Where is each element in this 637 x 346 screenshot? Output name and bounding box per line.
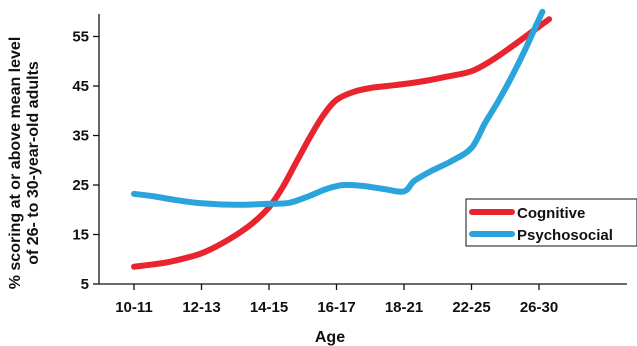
- x-tick-label: 26-30: [520, 299, 558, 316]
- x-axis-ticks: 10-11 12-13 14-15 16-17 18-21 22-25 26-30: [115, 284, 558, 316]
- x-tick-label: 16-17: [317, 299, 355, 316]
- x-tick-label: 22-25: [452, 299, 490, 316]
- y-tick-label: 55: [72, 29, 89, 46]
- series-line-cognitive: [131, 16, 553, 270]
- y-tick-label: 35: [72, 128, 89, 145]
- y-axis-title-line-2: of 26- to 30-year-old adults: [25, 61, 42, 265]
- legend-label-cognitive: Cognitive: [517, 205, 585, 222]
- legend-box: [465, 198, 637, 247]
- y-tick-label: 15: [72, 227, 89, 244]
- y-tick-label: 45: [72, 78, 89, 95]
- legend: Cognitive Psychosocial: [465, 198, 637, 247]
- x-tick-label: 18-21: [385, 299, 423, 316]
- legend-label-psychosocial: Psychosocial: [517, 227, 613, 244]
- y-axis-title: % scoring at or above mean level of 26- …: [7, 37, 42, 290]
- series-layer: [131, 8, 553, 270]
- y-axis-ticks: 5 15 25 35 45 55: [72, 29, 99, 293]
- y-tick-label: 25: [72, 177, 89, 194]
- x-tick-label: 14-15: [250, 299, 288, 316]
- y-axis-title-line-1: % scoring at or above mean level: [7, 37, 24, 290]
- y-tick-label: 5: [81, 276, 89, 293]
- x-tick-label: 12-13: [182, 299, 220, 316]
- series-line-psychosocial: [131, 8, 546, 208]
- x-tick-label: 10-11: [115, 299, 153, 316]
- x-axis-title: Age: [315, 329, 345, 346]
